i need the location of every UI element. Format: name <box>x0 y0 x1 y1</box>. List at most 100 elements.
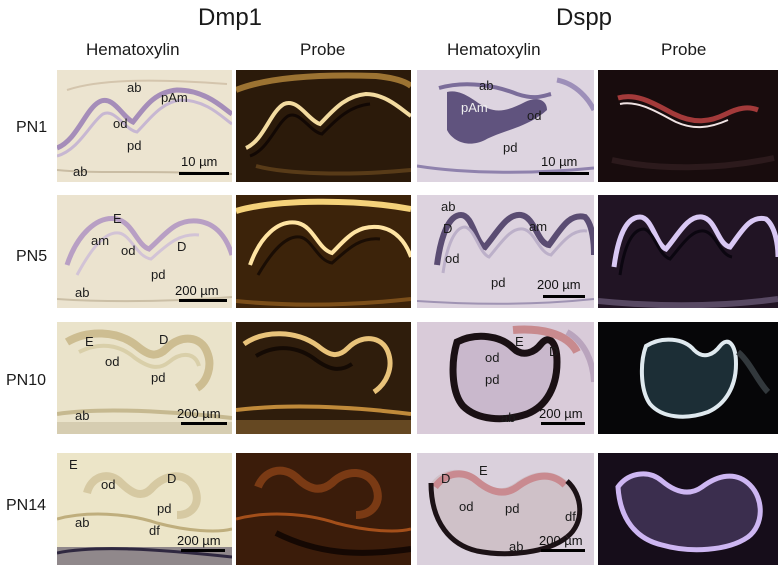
panel-pn10-dspp-probe <box>598 322 778 434</box>
label-pd: pd <box>127 138 142 153</box>
scale-bar-label: 200 µm <box>539 533 583 548</box>
panel-pn1-dspp-hematoxylin: ab pAm od pd 10 µm <box>417 70 594 182</box>
scale-bar <box>541 422 585 425</box>
scale-bar-label: 200 µm <box>537 277 581 292</box>
label-d: D <box>441 471 451 486</box>
tissue-section-image <box>598 453 778 565</box>
tissue-section-image <box>57 322 232 434</box>
label-pd: pd <box>491 275 506 290</box>
panel-pn10-dmp1-hematoxylin: E D od pd ab 200 µm <box>57 322 232 434</box>
label-d: D <box>167 471 177 486</box>
tissue-section-image <box>417 453 594 565</box>
gene-header-dmp1: Dmp1 <box>198 4 263 31</box>
panel-pn1-dmp1-hematoxylin: ab pAm od pd ab 10 µm <box>57 70 232 182</box>
label-pam: pAm <box>461 100 488 115</box>
label-e: E <box>85 334 94 349</box>
row-label-pn1: PN1 <box>16 119 48 136</box>
scale-bar-label: 200 µm <box>177 406 221 421</box>
scale-bar <box>541 549 585 552</box>
panel-pn1-dspp-probe <box>598 70 778 182</box>
panel-pn14-dmp1-hematoxylin: E od D pd ab df 200 µm <box>57 453 232 565</box>
tissue-section-image <box>236 453 411 565</box>
tissue-section-image <box>57 70 232 182</box>
label-pd: pd <box>151 267 166 282</box>
row-label-pn5: PN5 <box>16 248 48 265</box>
label-od: od <box>113 116 128 131</box>
label-d: D <box>159 332 169 347</box>
tissue-section-image <box>598 322 778 434</box>
column-header-hematoxylin-dspp: Hematoxylin <box>447 40 541 59</box>
tissue-section-image <box>236 195 411 308</box>
tissue-section-image <box>417 322 594 434</box>
tissue-section-image <box>57 195 232 308</box>
label-od: od <box>527 108 542 123</box>
label-od: od <box>101 477 116 492</box>
scale-bar-label: 200 µm <box>177 533 221 548</box>
scale-bar <box>181 549 225 552</box>
scale-bar <box>179 172 229 175</box>
tissue-section-image <box>57 453 232 565</box>
label-ab: ab <box>127 80 142 95</box>
label-ab: ab <box>73 164 88 179</box>
label-od: od <box>445 251 460 266</box>
label-od: od <box>485 350 500 365</box>
tissue-section-image <box>236 70 411 182</box>
label-ab: ab <box>479 78 494 93</box>
label-am: am <box>91 233 110 248</box>
column-header-probe-dmp1: Probe <box>300 40 346 59</box>
label-df: df <box>565 509 576 524</box>
panel-pn14-dmp1-probe <box>236 453 411 565</box>
label-od: od <box>121 243 136 258</box>
scale-bar <box>181 422 227 425</box>
label-ab: ab <box>75 285 90 300</box>
panel-pn14-dspp-hematoxylin: D E od pd df ab 200 µm <box>417 453 594 565</box>
panel-pn10-dmp1-probe <box>236 322 411 434</box>
scale-bar-label: 200 µm <box>539 406 583 421</box>
tissue-section-image <box>236 322 411 434</box>
label-pam: pAm <box>161 90 188 105</box>
label-ab: ab <box>501 410 516 425</box>
panel-pn5-dmp1-probe <box>236 195 411 308</box>
label-od: od <box>105 354 120 369</box>
scale-bar <box>543 295 585 298</box>
label-pd: pd <box>503 140 518 155</box>
scale-bar <box>539 172 589 175</box>
scale-bar-label: 10 µm <box>541 154 578 169</box>
panel-pn5-dspp-hematoxylin: ab D am od pd 200 µm <box>417 195 594 308</box>
label-od: od <box>459 499 474 514</box>
row-label-pn14: PN14 <box>6 497 47 514</box>
label-e: E <box>479 463 488 478</box>
label-df: df <box>149 523 160 538</box>
label-ab: ab <box>441 199 456 214</box>
label-d: D <box>443 221 453 236</box>
panel-pn5-dspp-probe <box>598 195 778 308</box>
tissue-section-image <box>598 195 778 308</box>
label-pd: pd <box>151 370 166 385</box>
label-e: E <box>113 211 122 226</box>
gene-header-dspp: Dspp <box>556 4 613 31</box>
label-d: D <box>177 239 187 254</box>
panel-pn14-dspp-probe <box>598 453 778 565</box>
label-ab: ab <box>75 515 90 530</box>
tissue-section-image <box>417 195 594 308</box>
label-ab: ab <box>509 539 524 554</box>
label-pd: pd <box>157 501 172 516</box>
panel-pn5-dmp1-hematoxylin: E am od D pd ab 200 µm <box>57 195 232 308</box>
tissue-section-image <box>598 70 778 182</box>
label-am: am <box>529 219 548 234</box>
scale-bar <box>179 299 227 302</box>
panel-pn1-dmp1-probe <box>236 70 411 182</box>
label-pd: pd <box>505 501 520 516</box>
label-d: D <box>549 344 559 359</box>
tissue-section-image <box>417 70 594 182</box>
panel-pn10-dspp-hematoxylin: od E D pd ab 200 µm <box>417 322 594 434</box>
label-e: E <box>515 334 524 349</box>
column-header-probe-dspp: Probe <box>661 40 707 59</box>
row-label-pn10: PN10 <box>6 372 47 389</box>
label-pd: pd <box>485 372 500 387</box>
scale-bar-label: 10 µm <box>181 154 218 169</box>
label-ab: ab <box>75 408 90 423</box>
label-e: E <box>69 457 78 472</box>
column-header-hematoxylin-dmp1: Hematoxylin <box>86 40 180 59</box>
scale-bar-label: 200 µm <box>175 283 219 298</box>
